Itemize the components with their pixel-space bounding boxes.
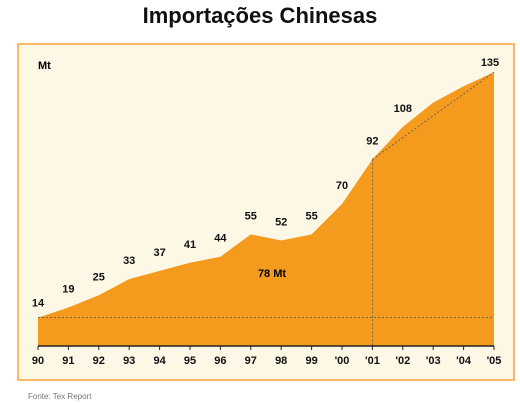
x-tick-label: 95 (184, 355, 196, 367)
data-label: 135 (481, 57, 499, 69)
x-tick-label: 94 (153, 355, 166, 367)
x-tick-label: '05 (487, 355, 502, 367)
x-tick-label: 90 (32, 355, 44, 367)
source-note: Fonte: Tex Report (28, 392, 92, 401)
x-tick-label: 96 (214, 355, 226, 367)
chart-title: Importações Chinesas (142, 3, 378, 28)
data-label: 70 (336, 180, 348, 192)
data-label: 52 (275, 217, 287, 229)
data-label: 108 (394, 103, 412, 115)
x-tick-label: '00 (335, 355, 350, 367)
x-tick-label: '03 (426, 355, 441, 367)
data-label: 14 (32, 298, 45, 310)
data-label: 44 (214, 233, 227, 245)
x-tick-label: '01 (365, 355, 380, 367)
data-label: 41 (184, 239, 196, 251)
y-axis-unit-label: Mt (38, 60, 51, 72)
x-tick-label: 99 (305, 355, 317, 367)
x-tick-label: 97 (245, 355, 257, 367)
x-tick-label: 98 (275, 355, 287, 367)
x-tick-label: 92 (93, 355, 105, 367)
annotation-78mt: 78 Mt (258, 268, 286, 280)
data-label: 19 (62, 283, 74, 295)
trend-reference-line (372, 71, 495, 160)
x-tick-label: '04 (456, 355, 472, 367)
data-label: 55 (305, 210, 317, 222)
data-label: 25 (93, 271, 105, 283)
data-label: 92 (366, 135, 378, 147)
data-label: 55 (245, 210, 257, 222)
x-tick-label: 91 (62, 355, 74, 367)
x-tick-label: 93 (123, 355, 135, 367)
data-label: 33 (123, 255, 135, 267)
data-label: 37 (153, 247, 165, 259)
area-series (38, 72, 494, 346)
x-tick-label: '02 (395, 355, 410, 367)
